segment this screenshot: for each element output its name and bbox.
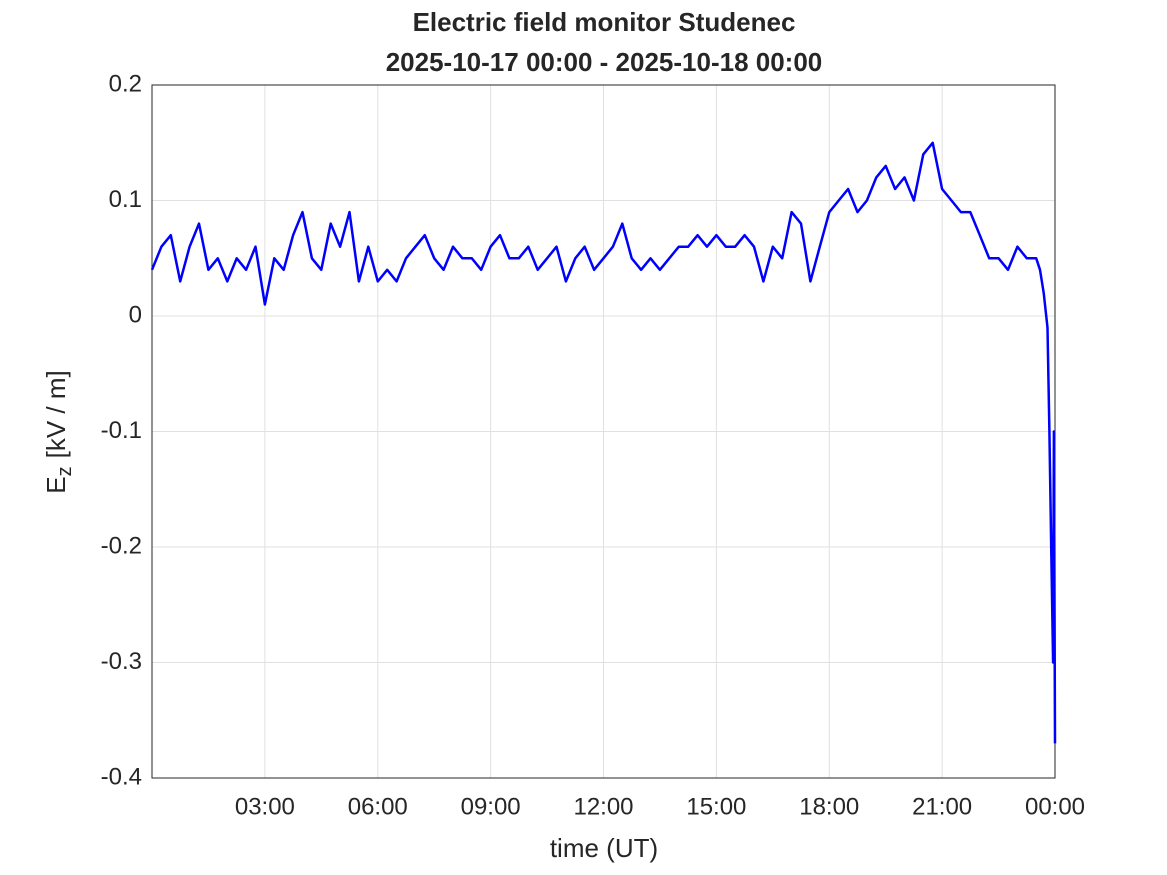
x-tick-label: 06:00	[348, 793, 408, 820]
y-tick-label: 0.2	[109, 70, 142, 97]
y-label-sub: z	[54, 466, 76, 476]
x-tick-label: 12:00	[573, 793, 633, 820]
x-axis-label: time (UT)	[550, 833, 658, 863]
y-label-rest: [kV / m]	[41, 370, 71, 458]
y-tick-label: -0.4	[101, 763, 142, 790]
y-tick-label: -0.2	[101, 532, 142, 559]
chart-title: Electric field monitor Studenec	[413, 7, 796, 37]
y-tick-label: 0	[129, 301, 142, 328]
x-tick-label: 15:00	[686, 793, 746, 820]
x-tick-label: 09:00	[461, 793, 521, 820]
y-tick-label: -0.1	[101, 417, 142, 444]
y-tick-label: -0.3	[101, 648, 142, 675]
x-tick-label: 03:00	[235, 793, 295, 820]
y-label-main: E	[41, 476, 71, 493]
x-tick-label: 18:00	[799, 793, 859, 820]
x-tick-label: 00:00	[1025, 793, 1085, 820]
y-axis-label: Ez [kV / m]	[41, 370, 76, 493]
data-line	[150, 141, 1057, 744]
chart-subtitle: 2025-10-17 00:00 - 2025-10-18 00:00	[386, 47, 823, 77]
x-tick-label: 21:00	[912, 793, 972, 820]
y-tick-label: 0.1	[109, 186, 142, 213]
